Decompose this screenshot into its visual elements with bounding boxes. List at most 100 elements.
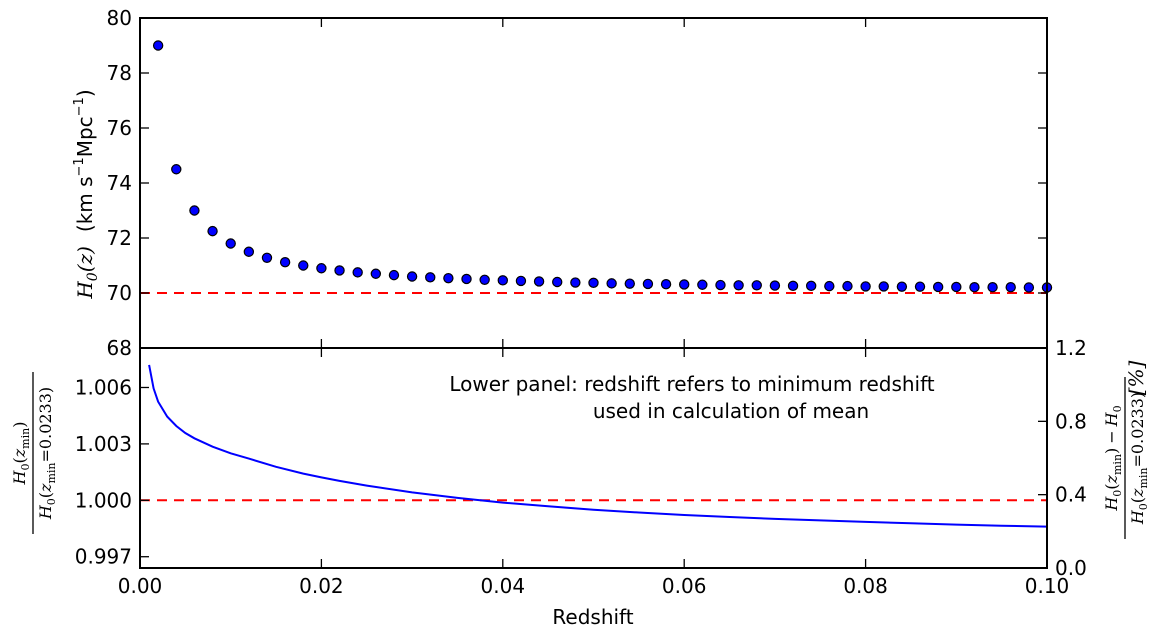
svg-text:H0(zmin): H0(zmin) [10,422,32,486]
left-num-sub: 0 [19,464,32,471]
data-point [733,280,744,291]
right-den-eq: =0.0233) [1128,392,1147,468]
upper-ylabel-units-a: (km s [73,176,97,232]
lower-y-tick-label: 0.997 [75,545,132,569]
right-den-sub: 0 [1137,503,1150,510]
annotation-line-2: used in calculation of mean [593,399,869,423]
right-den-zsub: min [1137,467,1150,488]
data-point [152,40,164,51]
data-point [588,277,599,289]
right-num-zsub: min [1111,454,1124,475]
ratio-curve [148,364,1048,528]
data-point [207,225,218,237]
upper-ylabel-units-exp2: −1 [72,97,87,116]
data-point [352,267,363,278]
data-point [1023,282,1035,293]
data-point [842,280,853,292]
lower-annotation: Lower panel: redshift refers to minimum … [449,372,934,423]
data-point [932,281,944,293]
data-point [515,275,527,287]
left-den-zsub: min [45,462,58,483]
data-point [479,274,490,285]
data-point [497,275,508,286]
x-tick-label: 0.00 [118,574,163,598]
right-num-sub: 0 [1111,490,1124,497]
data-point [570,277,581,288]
lower-left-y-label: H0(zmin) H0(zmin=0.0233) [10,372,58,534]
left-den-open: ( [36,492,55,498]
data-point [334,265,345,276]
upper-y-tick-label: 70 [107,281,132,305]
upper-data-points [152,40,1053,293]
data-point [860,281,871,292]
data-point [624,278,635,289]
upper-y-tick-label: 76 [107,116,132,140]
svg-text:H0(zmin=0.0233): H0(zmin=0.0233) [36,387,58,520]
lower-y-tick-label: 1.003 [75,432,132,456]
data-point [660,279,672,290]
upper-ylabel-arg: (z) [73,246,97,272]
right-num-z: z [1102,474,1121,484]
data-point [751,280,762,291]
data-point [951,281,962,293]
data-point [606,278,617,289]
data-point [425,272,436,283]
data-point [225,238,236,249]
right-num-open: ( [1102,483,1121,489]
left-num-zsub: min [19,428,32,449]
lower-panel: 0.997 1.000 1.003 1.006 0.0 0.4 0.8 1.2 0.00 0.02… [10,336,1150,626]
data-point [261,252,273,263]
right-num-H2: H [1102,411,1121,427]
left-num-z: z [10,448,29,458]
left-den-sub: 0 [45,498,58,505]
lower-right-y-tick-label: 0.8 [1055,409,1087,433]
data-point [533,276,545,287]
lower-data-line [148,364,1048,528]
svg-text:H0(zmin)−H0: H0(zmin)−H0 [1102,405,1124,511]
data-point [461,273,472,285]
data-point [443,272,454,284]
right-den-H: H [1128,509,1147,525]
data-point [189,205,200,216]
right-y-unit: [%] [1124,360,1148,395]
svg-text:H0(z)(km s−1Mpc−1): H0(z)(km s−1Mpc−1) [72,89,101,299]
data-point [298,260,309,271]
right-num-minus: − [1102,430,1121,443]
data-point [787,280,799,292]
lower-right-y-tick-label: 0.4 [1055,483,1087,507]
upper-y-tick-label: 72 [107,226,132,250]
upper-ylabel-subscript: 0 [85,272,101,281]
data-point [697,279,708,290]
data-point [552,276,563,288]
left-den-eq: =0.0233) [36,387,55,463]
data-point [388,269,400,281]
x-tick-label: 0.04 [481,574,526,598]
upper-ylabel-units-c: ) [73,89,97,97]
data-point [171,164,182,175]
x-tick-label: 0.10 [1025,574,1070,598]
data-point [642,278,654,290]
lower-right-y-label: H0(zmin)−H0 H0(zmin=0.0233) [1102,377,1150,539]
data-point [715,279,726,291]
upper-ylabel-units-exp1: −1 [72,157,87,176]
lower-plot-frame [139,347,1048,569]
lower-y-tick-label: 1.000 [75,488,132,512]
data-point [769,280,781,291]
left-num-open: ( [10,457,29,463]
data-point [987,282,998,293]
data-point [406,271,418,282]
data-point [1005,282,1016,293]
data-point [824,280,835,292]
x-axis-label: Redshift [552,605,633,626]
data-point [370,268,382,279]
x-tick-label: 0.06 [662,574,707,598]
right-num-H: H [1102,496,1121,512]
upper-y-tick-label: 80 [107,6,132,30]
lower-ticks: 0.997 1.000 1.003 1.006 0.0 0.4 0.8 1.2 0.00 0.02… [75,336,1087,598]
upper-y-tick-label: 74 [107,171,132,195]
left-num-H: H [10,469,29,485]
data-point [805,280,817,292]
right-den-open: ( [1128,497,1147,503]
